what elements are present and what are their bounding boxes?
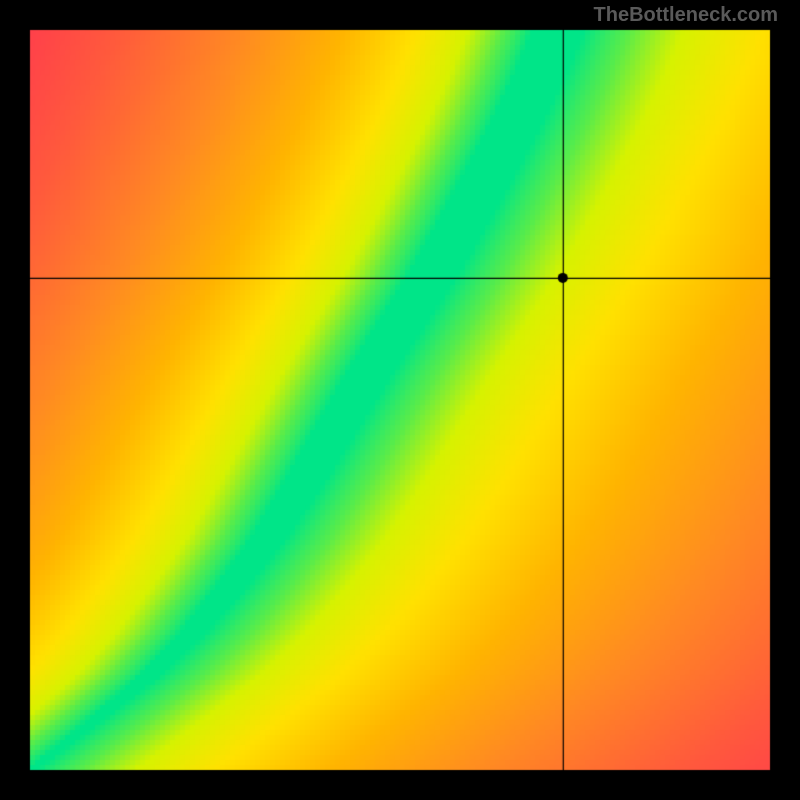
watermark-text: TheBottleneck.com — [594, 4, 778, 27]
heatmap-canvas — [0, 0, 800, 800]
chart-container: TheBottleneck.com — [0, 0, 800, 800]
